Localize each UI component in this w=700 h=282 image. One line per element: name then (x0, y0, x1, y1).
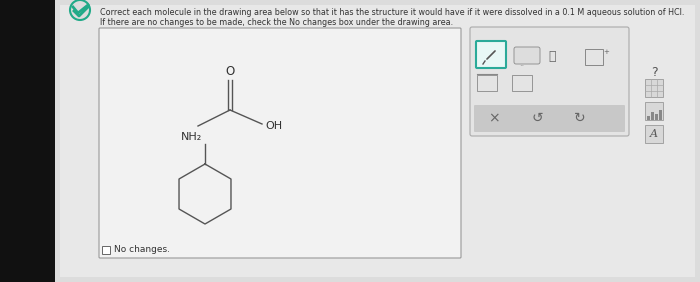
Text: A: A (650, 129, 658, 139)
FancyBboxPatch shape (645, 79, 663, 97)
FancyBboxPatch shape (474, 105, 625, 132)
Text: ×: × (488, 111, 500, 125)
Text: ✋: ✋ (548, 50, 556, 63)
FancyBboxPatch shape (476, 41, 506, 68)
Bar (659, 110, 662, 120)
Text: ?: ? (651, 65, 657, 78)
Bar (0, 0, 55, 282)
Text: ↻: ↻ (574, 111, 586, 125)
Text: Correct each molecule in the drawing area below so that it has the structure it : Correct each molecule in the drawing are… (100, 8, 685, 17)
Text: O: O (225, 65, 234, 78)
Text: +: + (603, 49, 609, 55)
FancyBboxPatch shape (645, 125, 663, 143)
Bar (655, 114, 658, 120)
Text: If there are no changes to be made, check the No changes box under the drawing a: If there are no changes to be made, chec… (100, 18, 453, 27)
FancyBboxPatch shape (645, 102, 663, 120)
Text: ↺: ↺ (531, 111, 542, 125)
Text: NH₂: NH₂ (181, 132, 202, 142)
FancyBboxPatch shape (99, 28, 461, 258)
Text: OH: OH (265, 121, 282, 131)
FancyBboxPatch shape (470, 27, 629, 136)
FancyBboxPatch shape (102, 246, 110, 254)
Bar (651, 112, 654, 120)
Text: ··: ·· (519, 62, 524, 71)
Bar (0, 0, 50, 282)
Bar (647, 116, 650, 120)
Bar (38, 0, 56, 282)
Circle shape (70, 0, 90, 20)
Text: No changes.: No changes. (114, 246, 170, 254)
FancyBboxPatch shape (514, 47, 540, 64)
